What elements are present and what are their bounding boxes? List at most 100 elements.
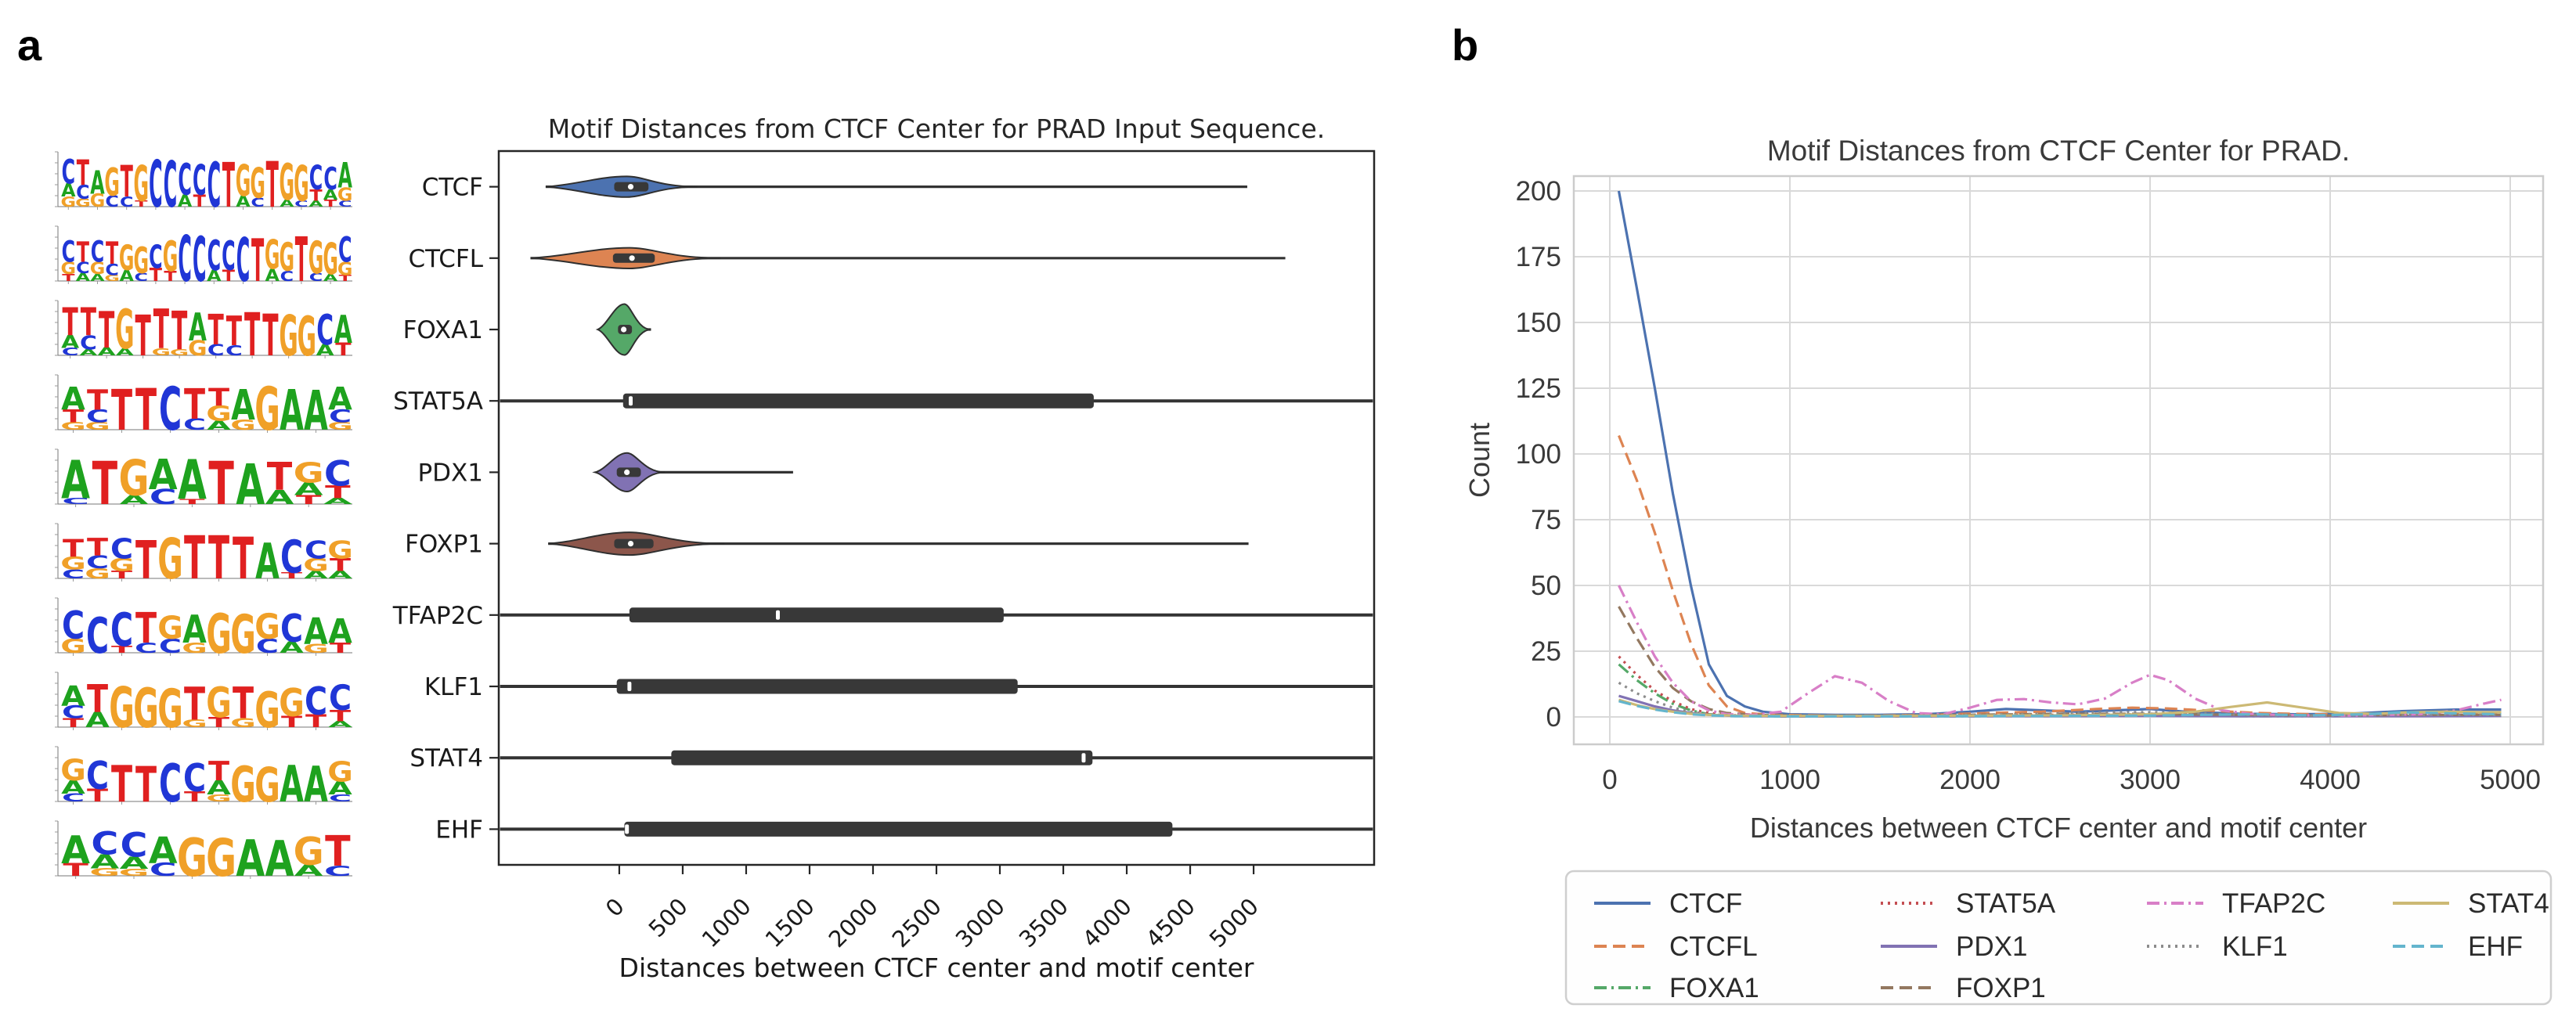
panel-b-plot-bg xyxy=(1574,176,2543,744)
violin-row-CTCF: CTCF xyxy=(422,174,1247,202)
panel-a-title: Motif Distances from CTCF Center for PRA… xyxy=(548,113,1326,144)
logo-letter: C xyxy=(121,826,148,865)
logo-letter: C xyxy=(62,702,85,722)
logo-letter: G xyxy=(280,236,295,281)
median-marker xyxy=(627,541,634,547)
violin-row-STAT5A: STAT5A xyxy=(393,387,1373,416)
logo-letter: C xyxy=(76,180,89,203)
logo-letter: A xyxy=(334,307,353,352)
logo-letter: T xyxy=(266,148,279,221)
logo-letter: C xyxy=(110,603,133,657)
logo-letter: G xyxy=(182,640,207,657)
logo-letter: C xyxy=(86,609,109,665)
logo-letter: T xyxy=(233,679,254,729)
row-label: CTCF xyxy=(422,174,483,202)
logo-letter: G xyxy=(254,759,280,814)
logo-letter: T xyxy=(339,274,352,283)
logo-letter: A xyxy=(328,719,352,729)
logo-letter: A xyxy=(328,612,352,651)
logo-letter: T xyxy=(208,384,230,412)
logo-letter: G xyxy=(177,827,207,888)
logo-letter: A xyxy=(328,778,352,799)
logo-letter: C xyxy=(183,416,206,434)
logo-letter: C xyxy=(135,271,148,284)
logo-letter: A xyxy=(323,496,352,506)
row-label: EHF xyxy=(435,816,483,844)
logo-letter: G xyxy=(188,336,207,360)
logo-letter: C xyxy=(305,680,327,724)
logo-letter: G xyxy=(254,683,280,740)
x-tick-label: 5000 xyxy=(1204,893,1264,953)
violin-row-PDX1: PDX1 xyxy=(417,452,793,493)
median-marker xyxy=(620,326,627,333)
logo-letter: A xyxy=(323,272,338,283)
logo-letter: G xyxy=(157,610,183,646)
logo-letter: T xyxy=(111,379,132,444)
logo-letter: G xyxy=(327,420,353,432)
logo-letter: T xyxy=(325,482,351,502)
logo-letter: T xyxy=(222,149,235,221)
logo-letter: G xyxy=(323,236,338,286)
logo-letter: T xyxy=(295,224,308,296)
logo-letter: A xyxy=(61,180,76,202)
logo-letter: G xyxy=(230,758,256,814)
y-tick-label: 150 xyxy=(1516,308,1561,338)
logo-letter: C xyxy=(193,157,206,205)
median-marker xyxy=(625,824,630,834)
logo-letter: A xyxy=(328,381,352,417)
logo-letter: G xyxy=(75,196,91,210)
logo-letter: T xyxy=(184,380,205,429)
logo-letter: A xyxy=(120,493,150,507)
logo-letter: T xyxy=(184,678,205,731)
median-marker xyxy=(627,682,632,691)
logo-letter: T xyxy=(87,534,109,562)
logo-letter: A xyxy=(337,157,352,196)
logo-letter: G xyxy=(133,678,159,740)
logo-letter: C xyxy=(225,342,243,358)
line-chart-panel: Motif Distances from CTCF Center for PRA… xyxy=(1463,135,2545,844)
logo-letter: G xyxy=(118,867,149,878)
violin-row-EHF: EHF xyxy=(435,816,1373,844)
logo-letter: T xyxy=(111,755,133,814)
logo-letter: T xyxy=(208,715,229,731)
logo-letter: G xyxy=(90,189,106,211)
violin-row-KLF1: KLF1 xyxy=(424,673,1373,701)
logo-letter: C xyxy=(110,532,133,565)
logo-letter: T xyxy=(87,384,108,416)
logo-letter: C xyxy=(329,793,352,804)
logo-letter: A xyxy=(236,193,251,211)
logo-letter: A xyxy=(294,862,323,880)
logo-letter: C xyxy=(105,193,118,211)
logo-letter: A xyxy=(90,272,105,283)
logo-letter: T xyxy=(62,299,78,344)
logo-letter: C xyxy=(62,567,85,582)
inner-box xyxy=(616,679,1018,694)
logo-letter: C xyxy=(324,863,352,879)
violin-row-TFAP2C: TFAP2C xyxy=(392,602,1373,630)
logo-letter: A xyxy=(323,186,338,203)
logo-letter: A xyxy=(294,479,323,499)
x-tick-label: 3000 xyxy=(951,893,1010,953)
logo-letter: A xyxy=(61,679,85,712)
logo-letter: T xyxy=(226,308,243,355)
logo-letter: T xyxy=(222,268,235,285)
logo-letter: C xyxy=(159,376,182,445)
x-tick-label: 2500 xyxy=(887,893,947,953)
panel-b-title: Motif Distances from CTCF Center for PRA… xyxy=(1767,135,2350,167)
row-label: PDX1 xyxy=(417,459,483,487)
logo-letter: G xyxy=(279,303,298,368)
logo-letter: G xyxy=(327,536,353,564)
logo-letter: T xyxy=(208,756,229,787)
row-label: FOXA1 xyxy=(403,316,483,344)
logo-letter: A xyxy=(304,758,328,814)
logo-letter: T xyxy=(208,524,229,593)
logo-letter: A xyxy=(265,832,294,888)
line-chart-legend: CTCF CTCFL FOXA1 STAT5A PDX1 FOXP1 TFAP2C KLF1 S… xyxy=(1564,870,2553,1006)
violin-row-FOXA1: FOXA1 xyxy=(403,303,651,356)
logo-letter: G xyxy=(298,304,316,369)
logo-letter: T xyxy=(111,644,132,655)
